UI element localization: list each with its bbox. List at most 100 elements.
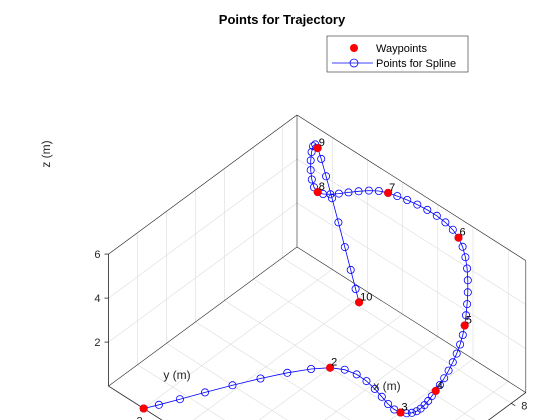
spline-point (307, 175, 316, 184)
grid-floor-y (195, 321, 351, 420)
spline-point (444, 366, 453, 375)
spline-point (374, 186, 383, 195)
grid-floor-y (137, 364, 225, 420)
spline-point (413, 200, 422, 209)
spline-point (364, 186, 373, 195)
z-axis-label: z (m) (39, 140, 53, 167)
spline-point (344, 188, 353, 197)
spline-point (334, 218, 343, 227)
waypoint-marker (313, 188, 322, 197)
z-tick-label: 6 (94, 249, 100, 261)
spline-point (423, 205, 432, 214)
waypoint-label: 7 (389, 182, 395, 194)
x-tick-label: -2 (133, 416, 143, 420)
chart-title: Points for Trajectory (219, 12, 346, 27)
spline-point (463, 300, 472, 309)
spline-point (334, 189, 343, 198)
grid-floor-x (455, 381, 509, 420)
waypoint-marker (396, 408, 405, 417)
spline-point (440, 374, 449, 383)
spline-point (456, 340, 465, 349)
spline-point (407, 408, 416, 417)
spline-point (351, 284, 360, 293)
spline-point (322, 172, 331, 181)
spline-point (306, 156, 315, 165)
spline-point (256, 374, 265, 383)
spline-point (370, 384, 379, 393)
spline-point (458, 242, 467, 251)
spline-point (200, 388, 209, 397)
grid-back-z2 (108, 202, 298, 343)
spline-point (427, 392, 436, 401)
spline-point (384, 399, 393, 408)
legend-spline-marker (349, 58, 359, 68)
waypoint-label: 6 (460, 227, 466, 239)
floor-pane (108, 247, 526, 420)
waypoint-marker (454, 233, 463, 242)
grid-back-z1 (296, 158, 526, 305)
y-axis-line (487, 392, 527, 420)
box-edge (108, 114, 298, 255)
waypoint-label: 4 (437, 380, 443, 392)
box-edge (296, 114, 526, 261)
spline-point (228, 381, 237, 390)
grid-floor-y (224, 300, 413, 420)
z-tick-label: 2 (94, 337, 100, 349)
data-layer: 2 3 4 5 6 7 8 9 10 (139, 137, 472, 418)
spline-point (458, 330, 467, 339)
waypoint-label: 2 (331, 357, 337, 369)
spline-point (317, 154, 326, 163)
spline-point (307, 364, 316, 373)
waypoint-marker (326, 363, 335, 372)
grid-floor-x (143, 269, 333, 409)
y-tick-label: 8 (521, 400, 527, 412)
waypoint-marker (313, 144, 322, 153)
spline-point (352, 370, 361, 379)
legend-box (326, 35, 469, 73)
spline-point (307, 147, 316, 156)
y-axis-label: y (m) (163, 368, 190, 382)
spline-point (346, 265, 355, 274)
spline-point (377, 392, 386, 401)
spline-point (154, 400, 163, 409)
waypoint-label: 5 (466, 315, 472, 327)
spline-point (448, 358, 457, 367)
grid-floor-x (324, 336, 438, 420)
spline-point (283, 368, 292, 377)
waypoint-label: 8 (319, 181, 325, 193)
legend-waypoints-label: Waypoints (376, 43, 427, 55)
spline-point (354, 187, 363, 196)
axis-layer: -202468-4-202468246 (94, 114, 527, 420)
waypoint-marker (355, 298, 364, 307)
spline-line (143, 143, 469, 414)
grid-layer (108, 114, 526, 420)
spline-point (463, 276, 472, 285)
z-tick-label: 4 (94, 293, 100, 305)
waypoint-label: 10 (360, 291, 372, 303)
spline-point (463, 288, 472, 297)
spline-point (412, 407, 421, 416)
legend-spline-label: Points for Spline (376, 58, 456, 70)
spline-point (306, 166, 315, 175)
waypoint-label: 9 (319, 137, 325, 149)
spline-point (461, 311, 470, 320)
spline-point (362, 377, 371, 386)
grid-floor-x (258, 313, 403, 420)
grid-floor-y (253, 278, 476, 420)
waypoint-marker (384, 188, 393, 197)
spline-point (327, 194, 336, 203)
legend: Waypoints Points for Spline (326, 35, 469, 73)
waypoint-marker (431, 386, 440, 395)
spline-point (432, 211, 441, 220)
spline-point (403, 195, 412, 204)
grid-back-z1 (296, 202, 526, 349)
spline-point (340, 365, 349, 374)
box-edge (296, 246, 526, 393)
waypoint-marker (139, 404, 148, 413)
spline-point (463, 264, 472, 273)
grid-floor-y (282, 257, 512, 404)
box-edge (108, 246, 298, 387)
spline-point (175, 395, 184, 404)
spline-point (435, 380, 444, 389)
